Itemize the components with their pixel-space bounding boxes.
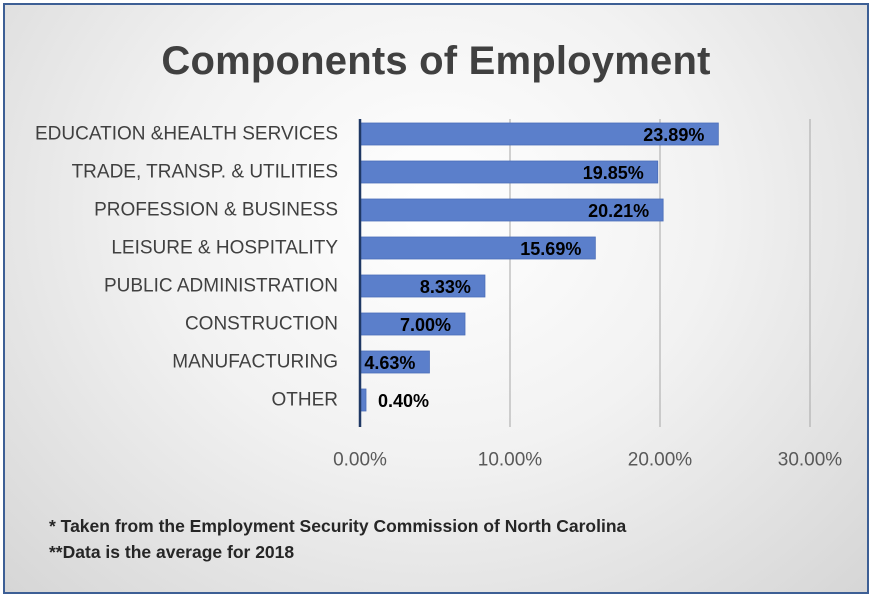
data-label: 15.69% — [520, 239, 581, 259]
category-label: EDUCATION &HEALTH SERVICES — [35, 124, 338, 145]
x-tick-label: 20.00% — [628, 450, 693, 471]
x-tick-label: 10.00% — [478, 450, 543, 471]
chart-frame: Components of Employment EDUCATION &HEAL… — [3, 3, 869, 594]
chart-title: Components of Employment — [161, 39, 711, 83]
footnote-data-year: **Data is the average for 2018 — [49, 542, 295, 562]
category-label: PROFESSION & BUSINESS — [94, 200, 338, 221]
category-label: TRADE, TRANSP. & UTILITIES — [72, 162, 338, 183]
x-tick-label: 30.00% — [778, 450, 843, 471]
category-label: CONSTRUCTION — [185, 314, 338, 335]
category-label: MANUFACTURING — [172, 352, 338, 373]
data-label: 7.00% — [400, 315, 451, 335]
data-label: 19.85% — [583, 163, 644, 183]
category-label: OTHER — [272, 390, 339, 411]
data-label: 20.21% — [588, 201, 649, 221]
footnote-source: * Taken from the Employment Security Com… — [49, 516, 627, 536]
data-label: 23.89% — [643, 125, 704, 145]
bar-chart: EDUCATION &HEALTH SERVICES 23.89% TRADE, T… — [35, 119, 843, 471]
data-label: 0.40% — [378, 391, 429, 411]
category-label: PUBLIC ADMINISTRATION — [104, 276, 338, 297]
footnotes: * Taken from the Employment Security Com… — [49, 513, 689, 565]
x-tick-label: 0.00% — [333, 450, 387, 471]
data-label: 4.63% — [364, 353, 415, 373]
category-label: LEISURE & HOSPITALITY — [111, 238, 338, 259]
data-label: 8.33% — [420, 277, 471, 297]
